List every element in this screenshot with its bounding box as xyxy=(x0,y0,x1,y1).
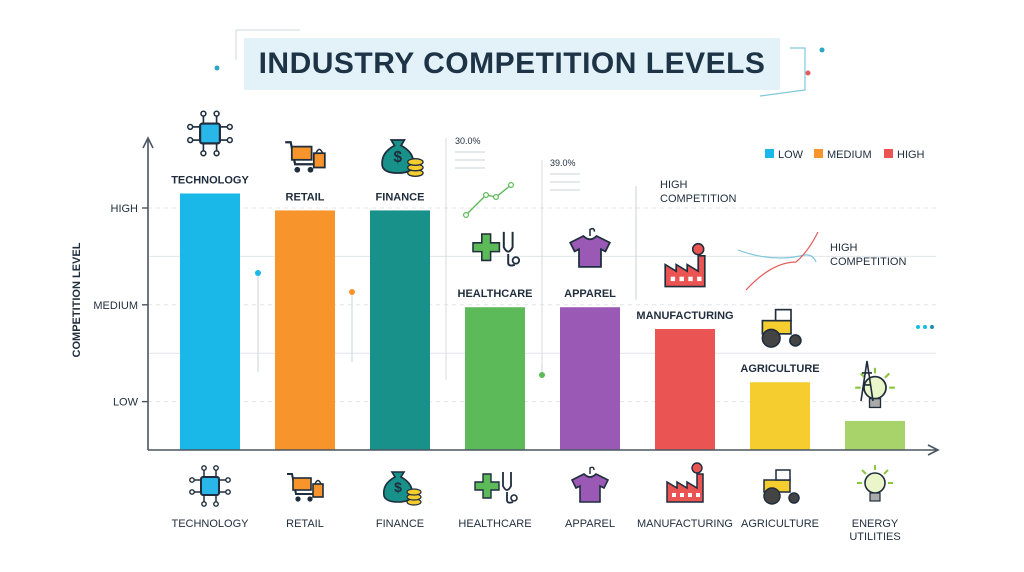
decor-dot xyxy=(930,325,934,329)
factory-icon xyxy=(664,242,706,288)
chip-icon xyxy=(187,110,233,157)
bar-top-labels: TECHNOLOGY RETAIL FINANCE HEALTHCARE APPAREL… xyxy=(171,174,819,375)
bar-retail xyxy=(275,210,335,450)
bar-top-label: HEALTHCARE xyxy=(458,288,533,300)
sparkline-point xyxy=(508,182,515,189)
bar-technology xyxy=(180,193,240,451)
tractor-icon xyxy=(761,308,802,348)
svg-text:$: $ xyxy=(394,479,402,495)
category-label: AGRICULTURE xyxy=(741,518,819,530)
decor-dot xyxy=(805,70,811,76)
y-tick-label: HIGH xyxy=(111,203,139,215)
chart-title: INDUSTRY COMPETITION LEVELS xyxy=(258,47,766,80)
title-accent-line xyxy=(235,29,300,60)
sparkline-point xyxy=(493,194,500,201)
category-label: UTILITIES xyxy=(849,531,900,543)
shirt-icon xyxy=(569,227,611,268)
decor-dot xyxy=(923,325,927,329)
sparkline-point xyxy=(463,212,470,219)
bar-top-label: FINANCE xyxy=(376,191,425,203)
bar-top-label: AGRICULTURE xyxy=(740,363,819,375)
chip-icon xyxy=(189,465,231,507)
bar-top-label: RETAIL xyxy=(286,191,325,203)
money-bag-icon: $ xyxy=(381,139,424,177)
trend-curve xyxy=(737,249,817,263)
sparkline xyxy=(465,184,512,216)
y-ticks: LOW MEDIUM HIGH COMPETITION LEVEL xyxy=(71,203,148,409)
category-label: ENERGY xyxy=(852,518,899,530)
category-label: RETAIL xyxy=(286,518,324,530)
legend-swatch xyxy=(814,149,823,158)
axes-layer xyxy=(142,136,940,456)
legend-swatch xyxy=(765,149,774,158)
bar-finance xyxy=(370,210,430,450)
bars-layer xyxy=(180,193,905,451)
power-tower-icon xyxy=(860,360,874,402)
bar-top-icons: $ xyxy=(187,110,895,409)
category-label: TECHNOLOGY xyxy=(171,518,249,530)
title-accent-line xyxy=(759,47,806,97)
legend-swatch xyxy=(884,149,893,158)
shopping-cart-icon xyxy=(285,141,326,173)
decor-layer xyxy=(214,29,934,329)
bar-top-label: APPAREL xyxy=(564,288,616,300)
y-axis-title: COMPETITION LEVEL xyxy=(71,242,83,357)
annotation-text: COMPETITION xyxy=(830,256,906,268)
tractor-icon xyxy=(763,469,800,505)
annotation-text: 39.0% xyxy=(550,158,576,168)
annotation-text: HIGH xyxy=(660,179,688,191)
decor-dot xyxy=(916,325,920,329)
bar-top-label: MANUFACTURING xyxy=(636,310,733,322)
shopping-cart-icon xyxy=(287,473,324,502)
annotation-text: COMPETITION xyxy=(660,193,736,205)
title-box: INDUSTRY COMPETITION LEVELS xyxy=(244,38,780,90)
legend-label: LOW xyxy=(778,149,804,161)
stethoscope-icon xyxy=(474,472,518,504)
y-axis-arrow xyxy=(142,136,154,149)
bar-manufacturing xyxy=(655,329,715,450)
category-label: FINANCE xyxy=(376,518,424,530)
annotation-text: HIGH xyxy=(830,242,858,254)
category-label: HEALTHCARE xyxy=(458,518,531,530)
bar-apparel xyxy=(560,307,620,450)
legend-label: HIGH xyxy=(897,149,925,161)
y-tick-label: MEDIUM xyxy=(93,300,138,312)
bar-agriculture xyxy=(750,382,810,450)
indicator-dot xyxy=(349,289,355,295)
sparkline-point xyxy=(483,192,490,199)
shirt-icon xyxy=(570,466,610,503)
indicator-dot xyxy=(539,372,545,378)
money-bag-icon: $ xyxy=(382,471,422,506)
category-label: APPAREL xyxy=(565,518,615,530)
bar-energy-utilities xyxy=(845,420,905,450)
y-tick-label: LOW xyxy=(113,397,139,409)
bar-top-label: TECHNOLOGY xyxy=(171,174,249,186)
lightbulb-icon xyxy=(857,465,893,502)
x-axis-arrow xyxy=(927,444,940,456)
decor-dot xyxy=(214,65,220,71)
annotation-text: 30.0% xyxy=(455,136,481,146)
trend-curve xyxy=(745,231,819,291)
indicator-dot xyxy=(255,270,261,276)
legend-label: MEDIUM xyxy=(827,149,872,161)
legend: LOW MEDIUM HIGH xyxy=(765,149,925,161)
decor-dot xyxy=(819,47,825,53)
svg-text:$: $ xyxy=(394,149,403,166)
stethoscope-icon xyxy=(472,231,521,267)
category-label: MANUFACTURING xyxy=(637,518,733,530)
annotations: 30.0% 39.0% HIGH COMPETITION HIGH COMPETITION xyxy=(255,136,906,380)
bar-healthcare xyxy=(465,307,525,450)
factory-icon xyxy=(666,462,704,503)
x-axis-categories: TECHNOLOGY RETAIL $ FINANCE HEALTHCARE APPARE… xyxy=(171,462,901,543)
